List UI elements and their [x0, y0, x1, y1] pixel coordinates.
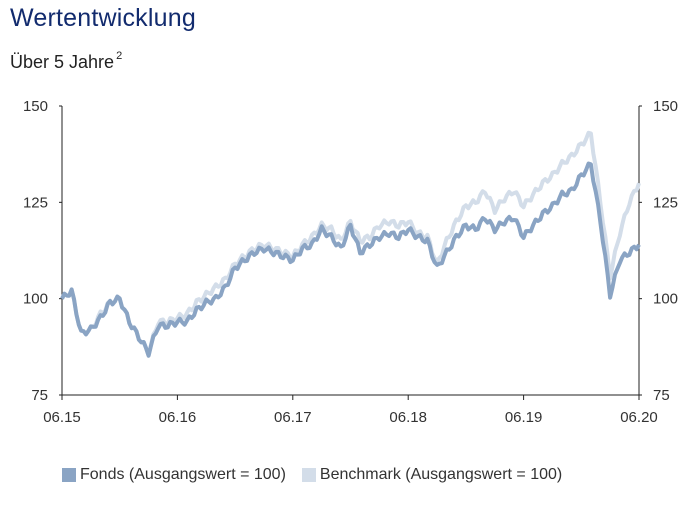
y-tick-label-left: 150: [23, 98, 48, 115]
y-tick-label-right: 150: [653, 98, 678, 115]
y-tick-label-left: 125: [23, 194, 48, 211]
x-tick-label: 06.15: [43, 409, 81, 426]
x-tick-label: 06.20: [620, 409, 658, 426]
legend-label: Benchmark (Ausgangswert = 100): [319, 466, 563, 483]
chart-legend: Fonds (Ausgangswert = 100) Benchmark (Au…: [62, 466, 562, 484]
y-tick-label-right: 100: [653, 291, 678, 308]
benchmark-swatch-icon: [301, 468, 316, 482]
x-tick-label: 06.16: [159, 409, 197, 426]
footnote-marker[interactable]: 2: [116, 50, 123, 62]
x-tick-label: 06.19: [505, 409, 543, 426]
y-tick-label-right: 75: [653, 387, 670, 404]
fonds-line: [60, 161, 641, 358]
legend-item-fonds[interactable]: Fonds (Ausgangswert = 100): [62, 466, 286, 484]
chart-subtitle: Über 5 Jahre 2: [10, 50, 123, 73]
y-tick-label-left: 100: [23, 291, 48, 308]
y-tick-label-left: 75: [31, 387, 48, 404]
benchmark-line: [60, 130, 641, 358]
chart-axes: 75 75 100 100 125 125 150 150 06.15 06.16 06.17 06.…: [23, 98, 678, 426]
page-title: Wertentwicklung: [10, 4, 196, 32]
legend-item-benchmark[interactable]: Benchmark (Ausgangswert = 100): [301, 466, 563, 484]
legend-label: Fonds (Ausgangswert = 100): [80, 466, 286, 483]
x-tick-label: 06.18: [389, 409, 427, 426]
subtitle-text: Über 5 Jahre: [10, 52, 115, 72]
fonds-swatch-icon: [62, 468, 76, 482]
x-tick-label: 06.17: [274, 409, 312, 426]
y-tick-label-right: 125: [653, 194, 678, 211]
